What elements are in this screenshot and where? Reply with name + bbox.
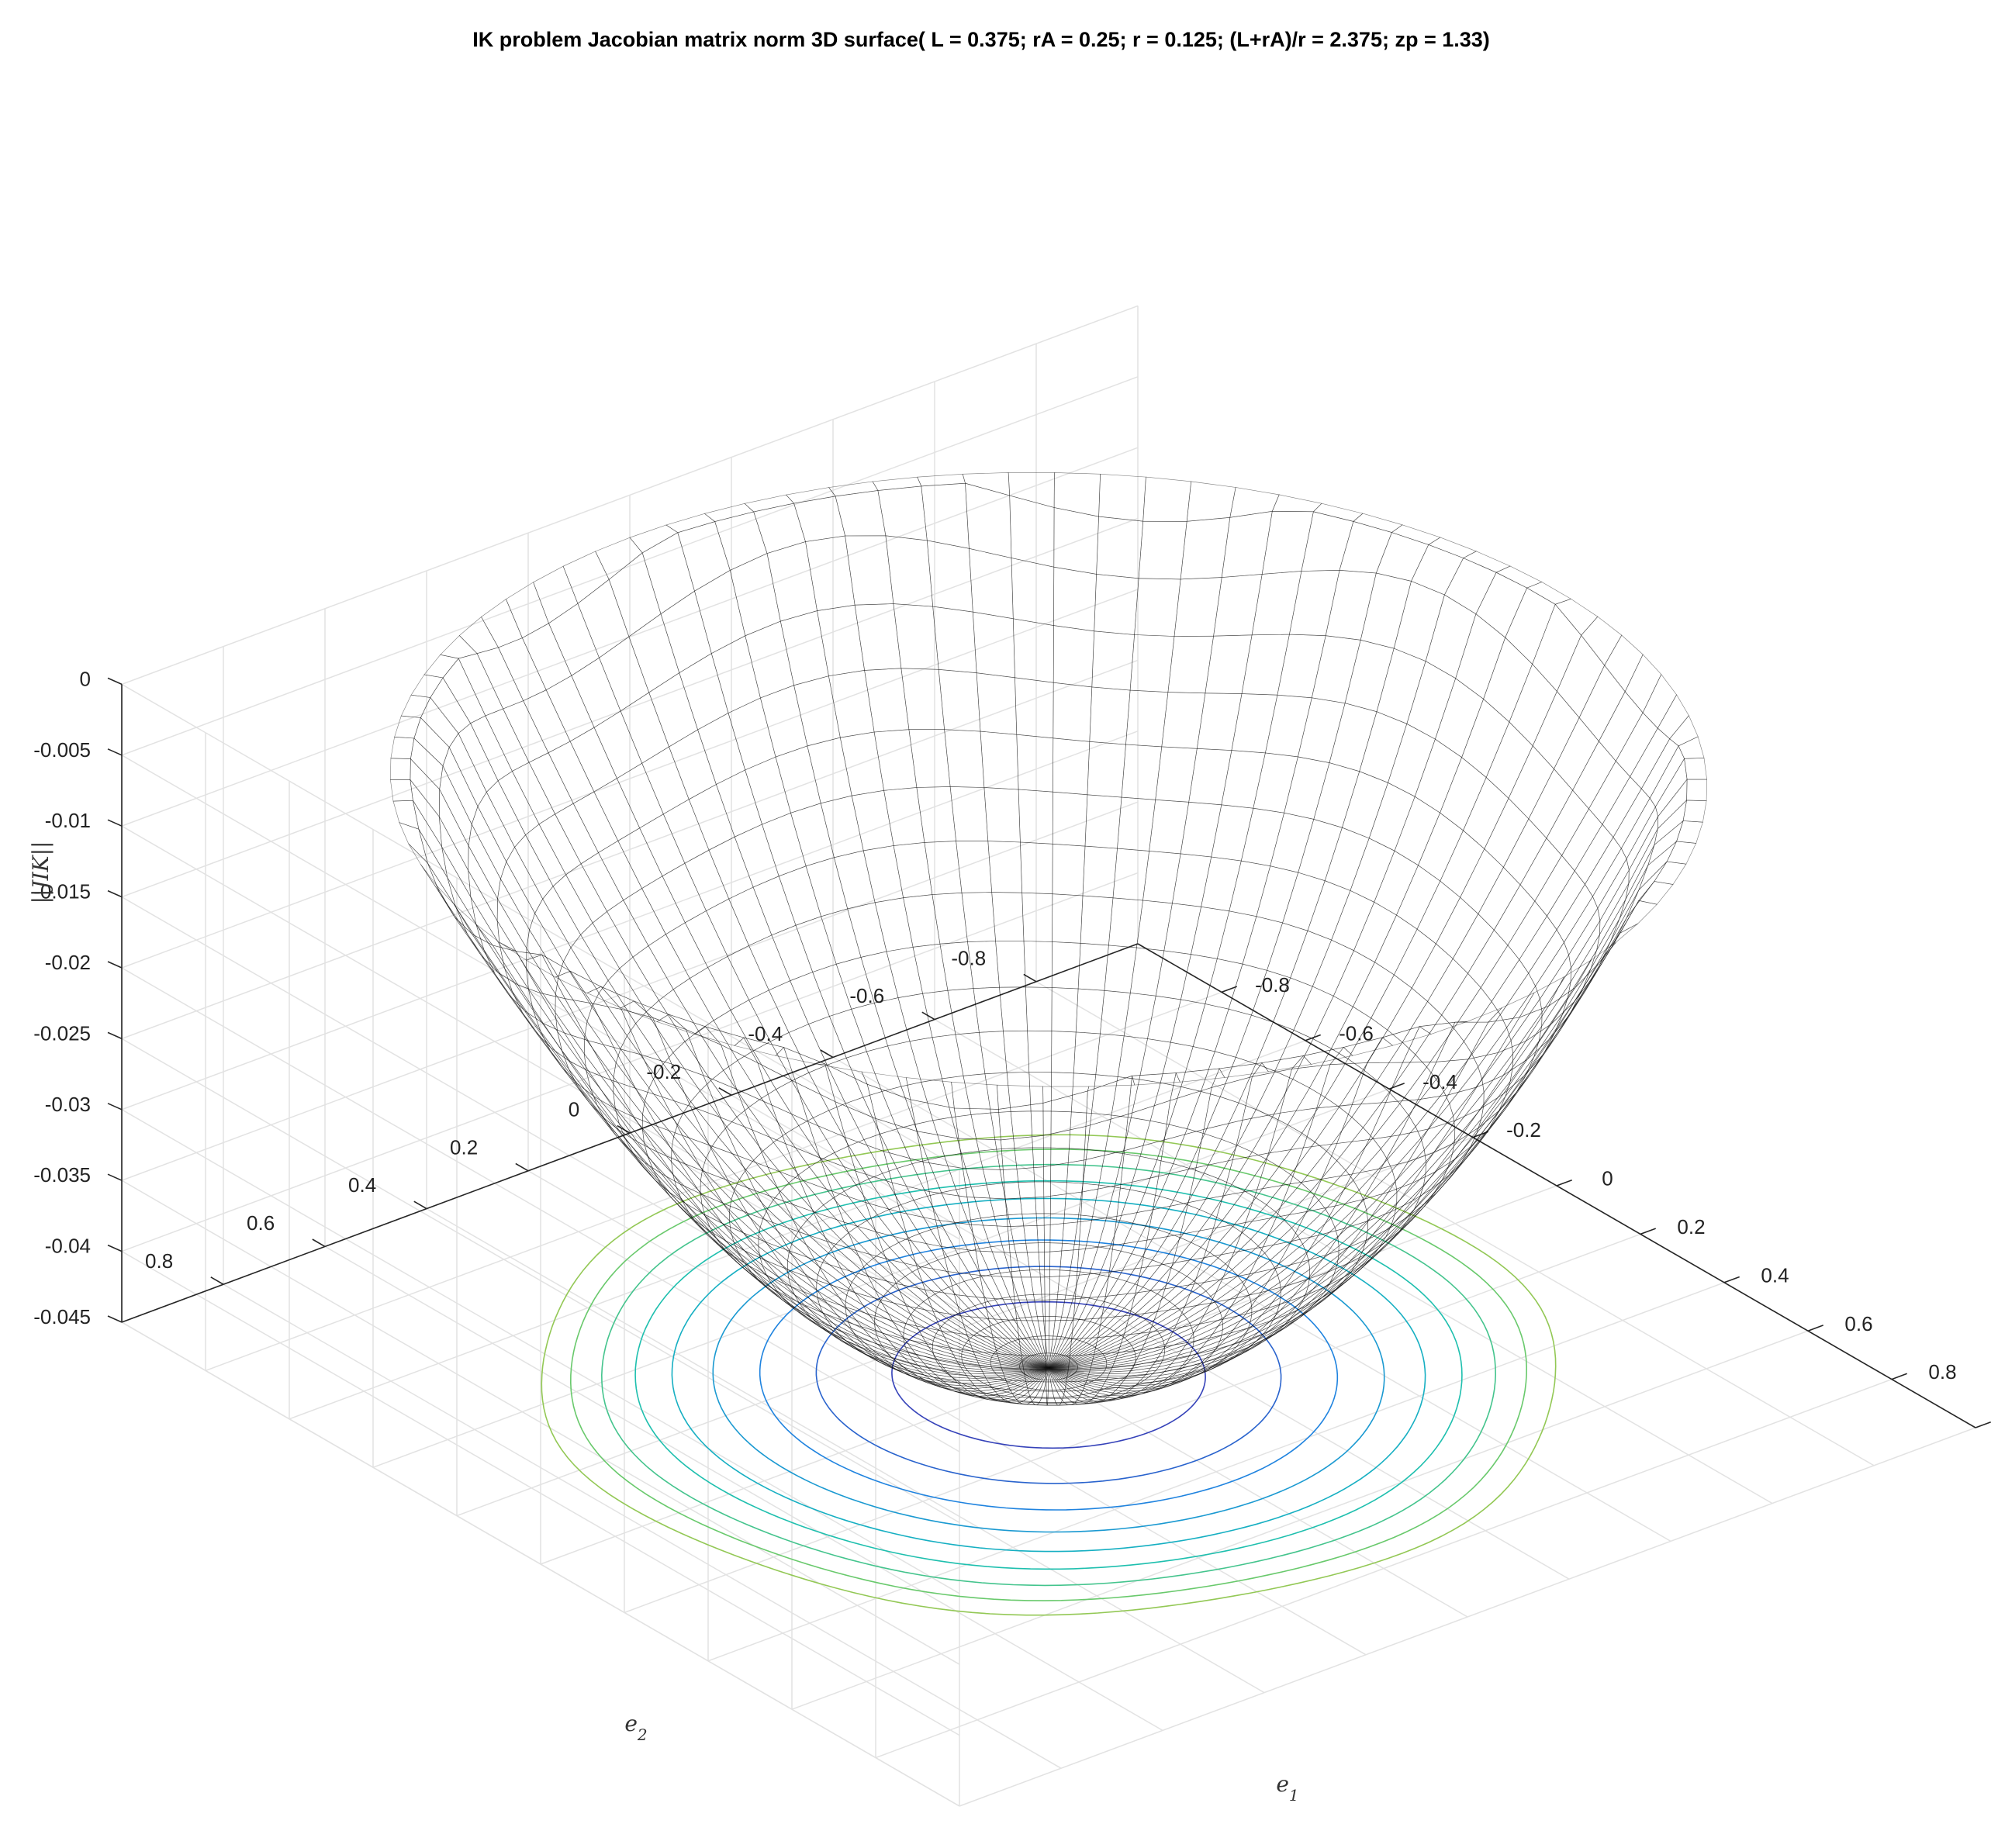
contour-line (815, 1266, 1282, 1484)
floor-grid-line (426, 1207, 1265, 1694)
y-tick-label: 0.4 (348, 1173, 376, 1197)
contour-line (671, 1197, 1426, 1553)
y-tick-mark (921, 1011, 935, 1021)
x-tick-label: 0 (1602, 1167, 1613, 1190)
contour-line (569, 1149, 1528, 1601)
y-tick-mark (210, 1276, 224, 1285)
y-tick-mark (1023, 973, 1037, 983)
floor-grid-line (223, 1283, 1062, 1769)
floor-grid-line (1035, 981, 1875, 1466)
y-axis-label: e2 (624, 1711, 647, 1744)
contour-line (634, 1180, 1463, 1570)
y-tick-mark (820, 1049, 834, 1059)
x-axis-label: e1 (1276, 1771, 1298, 1805)
contour-line (712, 1217, 1385, 1533)
x-tick-mark (1975, 1421, 1991, 1428)
x-tick-mark (1221, 986, 1237, 993)
z-tick-mark (107, 677, 123, 686)
x-tick-mark (1556, 1179, 1572, 1187)
floor-grid-line (324, 1245, 1163, 1732)
x-tick-label: 0.4 (1761, 1263, 1789, 1287)
z-tick-mark (107, 1103, 123, 1111)
z-tick-label: -0.01 (45, 809, 91, 832)
z-tick-mark (107, 961, 123, 969)
contour-line (541, 1134, 1557, 1616)
y-tick-label: -0.4 (748, 1022, 783, 1045)
axes (107, 677, 1991, 1428)
z-tick-mark (107, 748, 123, 756)
floor-contours (541, 1134, 1557, 1616)
x-tick-mark (1891, 1373, 1907, 1380)
rim-patch (1454, 1007, 1502, 1023)
z-tick-mark (107, 1315, 123, 1323)
y-tick-mark (515, 1162, 529, 1172)
z-tick-label: -0.04 (45, 1235, 91, 1258)
x-tick-mark (1723, 1276, 1740, 1283)
y-tick-mark (413, 1200, 427, 1210)
tick-labels: -0.8-0.6-0.4-0.200.20.40.60.81-0.8-0.6-0… (33, 667, 1956, 1383)
contour-line (891, 1301, 1206, 1449)
surface-mesh (390, 472, 1707, 1406)
y-tick-label: -0.6 (849, 984, 884, 1007)
x-tick-label: 0.6 (1844, 1312, 1872, 1335)
floor-grid-line (934, 1018, 1773, 1504)
z-tick-label: -0.005 (33, 738, 91, 762)
z-tick-label: -0.015 (33, 880, 91, 903)
y-tick-label: -0.8 (951, 946, 986, 969)
x-tick-label: 0.8 (1928, 1360, 1956, 1383)
z-tick-label: -0.025 (33, 1021, 91, 1045)
x-tick-label: -0.8 (1255, 973, 1290, 997)
z-tick-label: -0.045 (33, 1305, 91, 1328)
y-tick-mark (312, 1238, 326, 1248)
z-tick-label: -0.02 (45, 951, 91, 974)
y-tick-mark (617, 1124, 631, 1134)
z-tick-mark (107, 1031, 123, 1040)
y-tick-label: -0.2 (646, 1060, 681, 1083)
x-tick-label: 0.2 (1677, 1215, 1705, 1238)
floor-grid-line (527, 1170, 1367, 1656)
z-tick-mark (107, 1244, 123, 1252)
x-tick-mark (1640, 1228, 1656, 1235)
y-tick-label: 0 (569, 1098, 579, 1121)
contour-line (600, 1163, 1497, 1587)
z-tick-label: -0.03 (45, 1093, 91, 1116)
z-tick-label: 0 (80, 667, 91, 690)
chart-title: IK problem Jacobian matrix norm 3D surfa… (472, 28, 1490, 51)
y-tick-label: 0.2 (450, 1135, 478, 1159)
x-tick-mark (1305, 1034, 1321, 1041)
z-tick-mark (107, 889, 123, 898)
z-tick-mark (107, 819, 123, 827)
x-tick-label: -0.4 (1422, 1070, 1457, 1093)
y-tick-label: 0.6 (247, 1211, 275, 1235)
z-tick-label: -0.035 (33, 1163, 91, 1187)
z-axis-label: ||JIK|| (28, 841, 54, 904)
z-tick-mark (107, 1173, 123, 1181)
y-tick-label: 0.8 (145, 1249, 173, 1273)
x-tick-mark (1807, 1325, 1823, 1332)
x-tick-label: -0.6 (1339, 1021, 1374, 1045)
x-tick-label: -0.2 (1506, 1118, 1541, 1142)
floor-grid-line (832, 1056, 1671, 1542)
y-tick-mark (718, 1087, 732, 1096)
